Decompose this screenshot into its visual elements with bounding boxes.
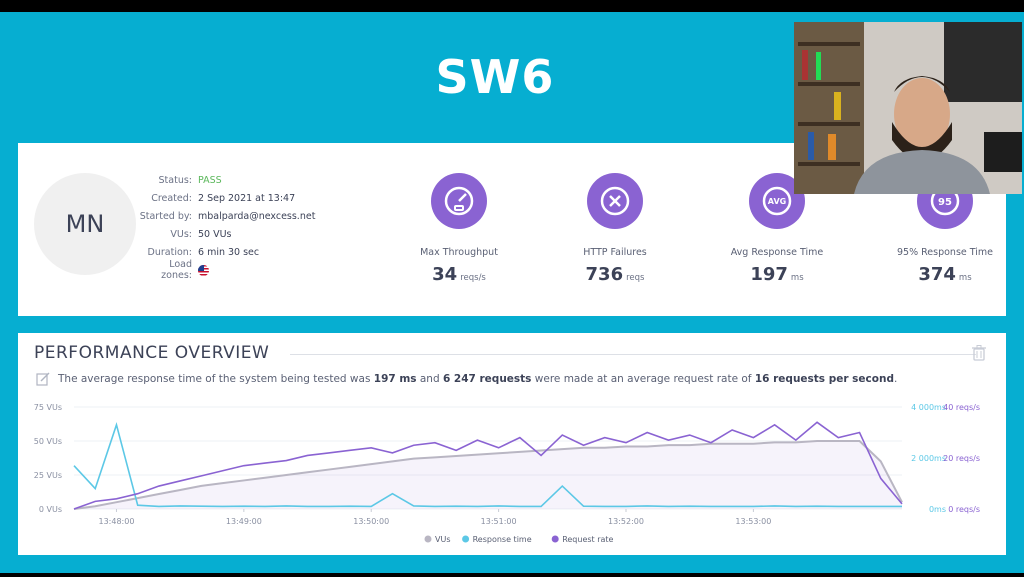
page-title: SW6 xyxy=(435,50,555,104)
x-tick-label: 13:48:00 xyxy=(98,517,134,526)
y-tick-label: 0 VUs xyxy=(39,505,62,514)
y-tick-label: 50 VUs xyxy=(34,437,62,446)
metric-unit: ms xyxy=(958,273,972,283)
legend-label: Response time xyxy=(473,535,532,544)
metric-value: 736 xyxy=(585,264,624,285)
performance-chart: 0 VUs 25 VUs 50 VUs 75 VUs 0ms 2 000ms 4 000ms… xyxy=(34,403,980,544)
edit-icon[interactable] xyxy=(36,372,50,386)
meta-load-zones: Load zones: xyxy=(136,259,315,281)
webcam-overlay xyxy=(794,22,1022,194)
svg-text:AVG: AVG xyxy=(768,197,786,206)
slide: SW6 MN Status: PASS Created: 2 Sep 2021 at… xyxy=(0,12,1024,573)
svg-text:95: 95 xyxy=(938,197,952,208)
y-right-tick-label: 4 000ms xyxy=(911,403,946,412)
metric-label: Avg Response Time xyxy=(730,247,824,258)
x-tick-label: 13:52:00 xyxy=(608,517,644,526)
test-meta: Status: PASS Created: 2 Sep 2021 at 13:47 … xyxy=(136,171,316,282)
legend-marker xyxy=(551,535,559,543)
metric-http-failures: HTTP Failures 736 reqs xyxy=(540,173,690,285)
y-right-tick-label: 0 reqs/s xyxy=(948,505,980,514)
trash-icon[interactable] xyxy=(972,345,986,361)
presenter-video-image xyxy=(794,22,1022,194)
y-right-tick-label: 20 reqs/s xyxy=(943,454,980,463)
x-tick-label: 13:50:00 xyxy=(353,517,389,526)
y-right-tick-label: 40 reqs/s xyxy=(943,403,980,412)
y-tick-label: 75 VUs xyxy=(34,403,62,412)
metric-value: 34 xyxy=(432,264,458,285)
metric-max-throughput: Max Throughput 34 reqs/s xyxy=(384,173,534,285)
x-icon xyxy=(587,173,643,229)
metric-value: 197 xyxy=(750,264,788,285)
legend-marker xyxy=(424,535,432,543)
divider xyxy=(290,354,976,355)
section-title: PERFORMANCE OVERVIEW xyxy=(34,343,270,363)
avatar: MN xyxy=(34,173,136,275)
y-right-tick-label: 0ms xyxy=(929,505,946,514)
status-badge: PASS xyxy=(198,174,222,186)
vus-line xyxy=(73,440,903,510)
legend-label: Request rate xyxy=(562,535,613,544)
vus-area xyxy=(74,441,902,509)
meta-vus: VUs: 50 VUs xyxy=(170,228,232,240)
x-tick-label: 13:49:00 xyxy=(226,517,262,526)
meta-status: Status: PASS xyxy=(158,174,222,186)
metric-label: HTTP Failures xyxy=(583,247,647,258)
x-tick-label: 13:53:00 xyxy=(735,517,771,526)
metric-unit: reqs/s xyxy=(460,273,486,283)
x-tick-label: 13:51:00 xyxy=(481,517,517,526)
metric-label: 95% Response Time xyxy=(896,247,994,258)
y-right-tick-label: 2 000ms xyxy=(911,454,946,463)
meta-created: Created: 2 Sep 2021 at 13:47 xyxy=(151,192,296,204)
y-tick-label: 25 VUs xyxy=(34,471,62,480)
metric-unit: ms xyxy=(790,273,804,283)
response-time-line xyxy=(73,422,902,508)
metric-unit: reqs xyxy=(626,273,645,283)
request-rate-line xyxy=(73,421,903,510)
gauge-icon xyxy=(431,173,487,229)
meta-started-by: Started by: mbalparda@nexcess.net xyxy=(139,210,316,222)
summary-text: The average response time of the system … xyxy=(58,373,898,385)
meta-duration: Duration: 6 min 30 sec xyxy=(147,246,260,258)
metric-label: Max Throughput xyxy=(420,247,498,258)
legend-marker xyxy=(462,535,470,543)
metric-value: 374 xyxy=(918,264,956,285)
performance-overview-card: PERFORMANCE OVERVIEW The average respons… xyxy=(18,333,1006,555)
legend-label: VUs xyxy=(435,535,451,544)
us-flag-icon xyxy=(198,264,209,276)
